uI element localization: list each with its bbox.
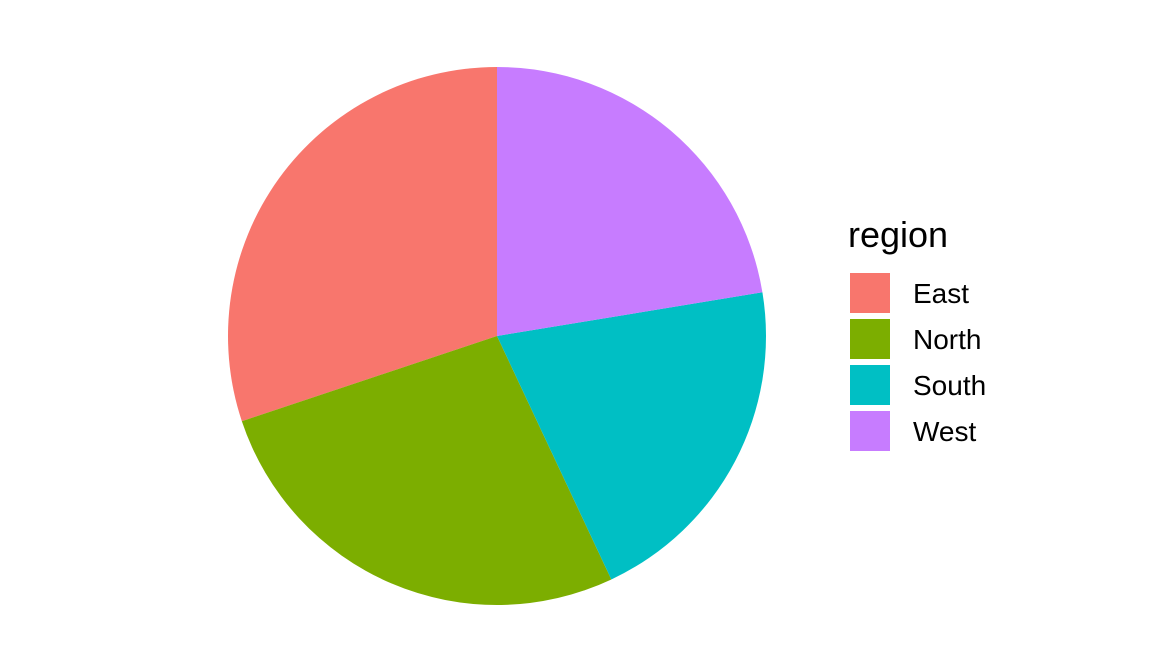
legend-key-east bbox=[850, 273, 890, 313]
pie-slice-north bbox=[241, 336, 612, 605]
pie-slices bbox=[228, 67, 766, 605]
pie-slice-east bbox=[228, 67, 497, 422]
legend-label-west: West bbox=[913, 416, 976, 447]
legend-title: region bbox=[848, 214, 948, 255]
legend-label-south: South bbox=[913, 370, 986, 401]
legend-key-north bbox=[850, 319, 890, 359]
legend-key-west bbox=[850, 411, 890, 451]
legend-key-south bbox=[850, 365, 890, 405]
legend: region East North South West bbox=[848, 214, 986, 451]
pie-slice-south bbox=[497, 292, 766, 580]
legend-label-north: North bbox=[913, 324, 981, 355]
legend-label-east: East bbox=[913, 278, 969, 309]
pie-slice-west bbox=[497, 67, 763, 336]
legend-items: East North South West bbox=[850, 273, 986, 451]
